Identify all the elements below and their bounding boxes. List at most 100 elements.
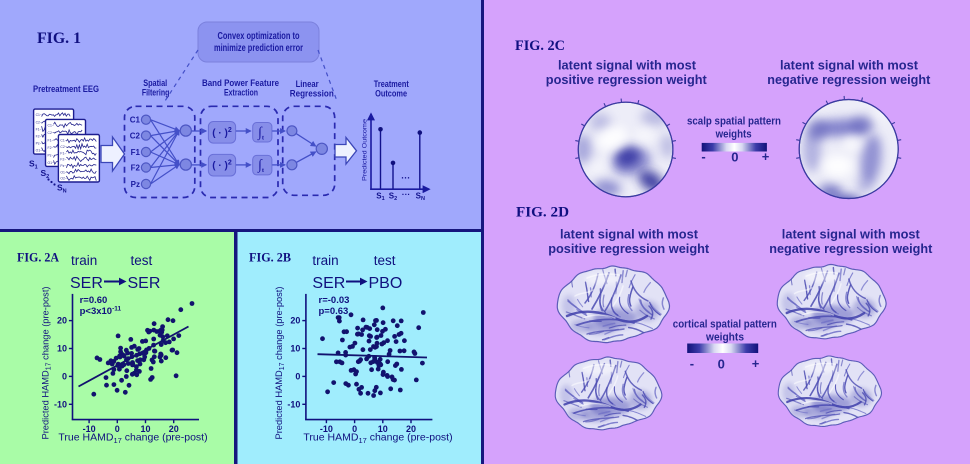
svg-text:Pz~: Pz~: [48, 154, 54, 158]
svg-text:-10: -10: [83, 424, 96, 434]
svg-text:weights: weights: [715, 129, 752, 141]
svg-text:∫t: ∫t: [257, 125, 265, 141]
svg-text:FIG. 2A: FIG. 2A: [17, 250, 60, 265]
svg-text:C1: C1: [130, 116, 141, 125]
svg-text:Convex optimization to: Convex optimization to: [218, 31, 300, 42]
svg-text:O2~: O2~: [60, 177, 67, 181]
svg-text:test: test: [131, 253, 153, 268]
svg-text:Treatment: Treatment: [374, 79, 410, 90]
svg-text:train: train: [312, 253, 338, 268]
svg-text:0: 0: [718, 357, 725, 372]
svg-text:C1~: C1~: [48, 124, 54, 128]
svg-text:···: ···: [401, 173, 410, 183]
svg-text:SER: SER: [312, 275, 345, 292]
svg-text:Outcome: Outcome: [375, 88, 407, 99]
svg-text:C2~: C2~: [60, 145, 66, 149]
svg-text:test: test: [374, 253, 396, 268]
svg-text:( · )2: ( · )2: [212, 127, 232, 139]
svg-text:minimize prediction error: minimize prediction error: [214, 43, 303, 54]
svg-text:C1~: C1~: [36, 113, 42, 117]
svg-text:F1: F1: [131, 148, 141, 157]
svg-text:20: 20: [57, 316, 67, 326]
svg-text:0: 0: [62, 371, 67, 381]
svg-text:Pz~: Pz~: [36, 142, 42, 146]
svg-text:C2~: C2~: [36, 120, 42, 124]
svg-text:Spatial: Spatial: [143, 78, 167, 89]
svg-text:Predicted Outcome: Predicted Outcome: [362, 119, 369, 181]
svg-text:FIG. 2B: FIG. 2B: [249, 250, 291, 265]
svg-text:positive regression weight: positive regression weight: [548, 241, 710, 256]
svg-text:latent signal with most: latent signal with most: [780, 58, 919, 73]
svg-text:SER: SER: [70, 275, 103, 292]
svg-text:0: 0: [295, 371, 300, 381]
svg-text:Regression: Regression: [290, 88, 334, 99]
svg-text:10: 10: [140, 424, 150, 434]
svg-text:10: 10: [57, 344, 67, 354]
svg-text:latent signal with most: latent signal with most: [560, 227, 699, 242]
svg-text:0: 0: [731, 150, 738, 165]
svg-text:PBO: PBO: [369, 275, 403, 292]
svg-text:Band Power Feature: Band Power Feature: [202, 78, 279, 89]
svg-text:True HAMD17 change (pre-post): True HAMD17 change (pre-post): [58, 432, 207, 446]
svg-text:S1: S1: [29, 159, 38, 171]
svg-text:Linear: Linear: [296, 79, 319, 90]
svg-text:F1~: F1~: [60, 151, 66, 155]
svg-text:0: 0: [115, 424, 120, 434]
svg-text:Pz~: Pz~: [60, 164, 66, 168]
svg-text:∫t: ∫t: [257, 158, 265, 174]
svg-text:+: +: [762, 149, 770, 164]
svg-text:0: 0: [352, 424, 357, 434]
svg-text:Extraction: Extraction: [224, 87, 258, 98]
svg-text:latent signal with most: latent signal with most: [558, 58, 697, 73]
svg-text:S2: S2: [389, 192, 397, 203]
svg-text:-10: -10: [320, 424, 333, 434]
svg-text:F2~: F2~: [60, 158, 66, 162]
svg-text:O1~: O1~: [48, 161, 55, 165]
svg-text:F2~: F2~: [48, 146, 54, 150]
svg-text:10: 10: [378, 424, 388, 434]
svg-text:20: 20: [169, 424, 179, 434]
svg-text:r=0.60: r=0.60: [80, 295, 108, 306]
svg-text:cortical spatial pattern: cortical spatial pattern: [673, 319, 777, 331]
svg-text:C2~: C2~: [48, 131, 54, 135]
svg-text:O1~: O1~: [36, 149, 43, 153]
svg-text:r=-0.03: r=-0.03: [319, 295, 350, 306]
svg-text:-10: -10: [287, 399, 300, 409]
svg-text:C1~: C1~: [60, 139, 66, 143]
svg-text:O1~: O1~: [60, 170, 67, 174]
svg-text:SN: SN: [416, 192, 425, 203]
svg-text:-: -: [701, 149, 705, 164]
svg-text:p=0.63: p=0.63: [319, 306, 349, 317]
svg-text:latent signal with most: latent signal with most: [782, 227, 921, 242]
svg-text:FIG. 2C: FIG. 2C: [515, 38, 565, 54]
svg-text:F2~: F2~: [36, 135, 42, 139]
svg-text:20: 20: [290, 316, 300, 326]
svg-text:True HAMD17 change (pre-post): True HAMD17 change (pre-post): [303, 432, 452, 446]
svg-text:Pretreatment EEG: Pretreatment EEG: [33, 84, 99, 95]
svg-text:train: train: [71, 253, 97, 268]
svg-text:weights: weights: [705, 332, 744, 344]
svg-text:F1~: F1~: [48, 139, 54, 143]
svg-text:-10: -10: [54, 399, 67, 409]
svg-text:p<3x10-11: p<3x10-11: [80, 306, 122, 318]
svg-text:negative regression weight: negative regression weight: [767, 72, 931, 87]
svg-text:Predicted HAMD17 change (pre-p: Predicted HAMD17 change (pre-post): [274, 287, 286, 440]
svg-text:···: ···: [402, 189, 411, 199]
svg-text:FIG. 1: FIG. 1: [37, 30, 81, 47]
svg-text:S1: S1: [376, 192, 384, 203]
svg-text:FIG. 2D: FIG. 2D: [516, 205, 569, 221]
svg-text:positive regression weight: positive regression weight: [546, 72, 708, 87]
svg-text:C2: C2: [130, 131, 141, 140]
svg-text:F2: F2: [131, 163, 141, 172]
svg-text:+: +: [752, 356, 760, 371]
svg-text:negative regression weight: negative regression weight: [769, 241, 933, 256]
svg-text:SN: SN: [57, 183, 67, 195]
svg-text:Filtering: Filtering: [142, 87, 170, 98]
svg-text:S2: S2: [41, 168, 50, 180]
svg-text:F1~: F1~: [36, 127, 42, 131]
svg-text:-: -: [690, 356, 694, 371]
svg-text:Pz: Pz: [131, 180, 140, 189]
svg-text:( · )2: ( · )2: [212, 160, 232, 172]
svg-text:SER: SER: [128, 275, 161, 292]
svg-text:scalp spatial pattern: scalp spatial pattern: [687, 116, 781, 128]
